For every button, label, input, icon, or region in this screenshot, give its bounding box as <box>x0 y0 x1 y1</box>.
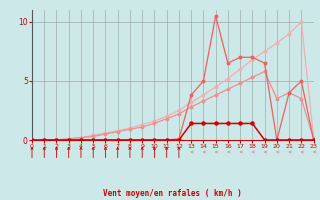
Text: Vent moyen/en rafales ( km/h ): Vent moyen/en rafales ( km/h ) <box>103 189 242 198</box>
